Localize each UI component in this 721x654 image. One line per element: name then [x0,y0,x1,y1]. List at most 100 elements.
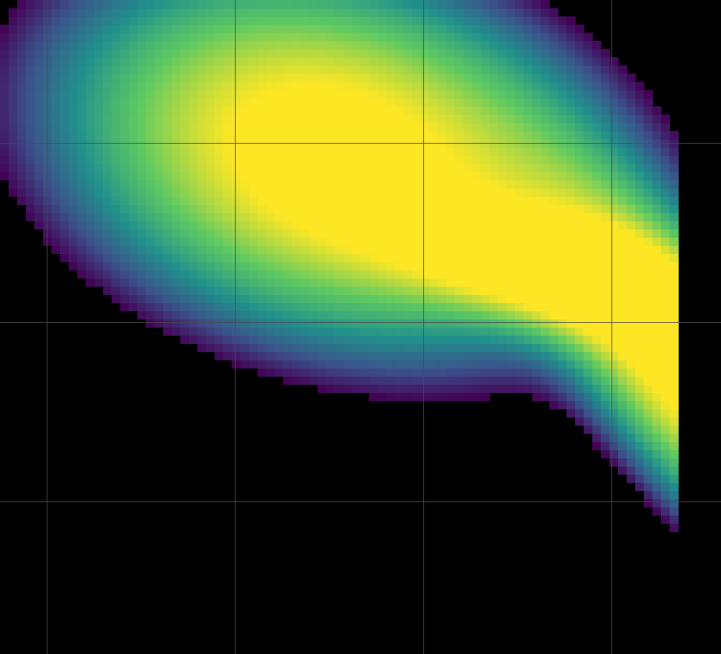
heatmap-cell [145,302,156,312]
heatmap-cell [600,163,611,173]
heatmap-cell [437,310,447,320]
heatmap-cell [188,179,199,189]
heatmap-cell [188,40,199,50]
heatmap-cell [257,179,267,189]
heatmap-cell [188,81,199,91]
heatmap-cell [111,277,121,287]
heatmap-cell [412,269,422,279]
heatmap-cell [618,392,628,402]
heatmap-cell [128,16,138,26]
heatmap-cell [635,351,645,361]
heatmap-cell [446,277,456,287]
heatmap-cell [343,343,353,353]
heatmap-cell [377,0,387,9]
heatmap-cell [480,245,490,255]
heatmap-cell [549,130,559,140]
heatmap-cell [145,318,156,328]
heatmap-cell [369,253,379,263]
heatmap-cell [446,269,456,279]
heatmap-cell [626,81,636,91]
heatmap-cell [291,212,302,222]
heatmap-cell [386,327,396,336]
heatmap-cell [652,425,662,434]
heatmap-cell [403,302,413,312]
heatmap-cell [618,106,628,116]
heatmap-cell [403,114,413,124]
heatmap-cell [274,245,284,255]
heatmap-cell [120,114,130,124]
heatmap-cell [111,261,121,271]
heatmap-cell [248,114,259,124]
heatmap-cell [214,65,224,75]
heatmap-cell [600,49,611,58]
heatmap-cell [515,40,525,50]
heatmap-cell [120,81,130,91]
heatmap-cell [34,0,44,9]
heatmap-cell [111,171,121,181]
heatmap-cell [34,106,44,116]
heatmap-cell [103,286,113,295]
heatmap-cell [583,171,593,181]
heatmap-cell [94,220,104,230]
heatmap-cell [626,73,636,83]
heatmap-cell [257,327,267,336]
heatmap-cell [386,359,396,369]
heatmap-cell [163,57,173,66]
heatmap-cell [532,57,542,66]
heatmap-cell [635,384,645,393]
heatmap-cell [592,318,602,328]
heatmap-cell [17,40,27,50]
heatmap-cell [515,73,525,83]
heatmap-cell [566,384,576,393]
heatmap-cell [592,163,602,173]
heatmap-cell [369,24,379,34]
heatmap-cell [480,204,490,214]
heatmap-cell [643,269,653,279]
heatmap-cell [120,57,130,66]
heatmap-cell [77,204,87,214]
heatmap-cell [334,204,344,214]
heatmap-cell [248,122,259,132]
heatmap-cell [669,204,679,214]
heatmap-cell [283,114,293,124]
heatmap-cell [266,277,276,287]
heatmap-cell [257,155,267,165]
heatmap-cell [77,228,87,238]
heatmap-cell [403,122,413,132]
heatmap-cell [223,8,233,17]
heatmap-cell [515,318,525,328]
heatmap-cell [575,318,585,328]
heatmap-cell [180,65,190,75]
heatmap-cell [437,237,447,246]
heatmap-cell [446,294,456,304]
heatmap-cell [643,490,653,500]
heatmap-cell [394,343,405,353]
heatmap-cell [652,204,662,214]
heatmap-cell [600,449,611,459]
heatmap-cell [17,73,27,83]
heatmap-cell [180,179,190,189]
heatmap-cell [214,89,224,99]
heatmap-cell [575,171,585,181]
heatmap-cell [575,367,585,377]
heatmap-cell [334,188,344,197]
heatmap-cell [394,171,405,181]
heatmap-cell [532,114,542,124]
heatmap-cell [257,40,267,50]
heatmap-cell [266,318,276,328]
heatmap-cell [489,294,499,304]
heatmap-cell [454,130,465,140]
heatmap-cell [635,408,645,418]
heatmap-cell [94,228,104,238]
heatmap-cell [343,24,353,34]
heatmap-cell [309,302,319,312]
heatmap-cell [180,220,190,230]
heatmap-cell [394,237,405,246]
heatmap-cell [137,155,147,165]
heatmap-cell [231,122,241,132]
heatmap-cell [532,89,542,99]
heatmap-cell [377,204,387,214]
heatmap-cell [309,0,319,9]
heatmap-cell [188,237,199,246]
heatmap-cell [145,81,156,91]
